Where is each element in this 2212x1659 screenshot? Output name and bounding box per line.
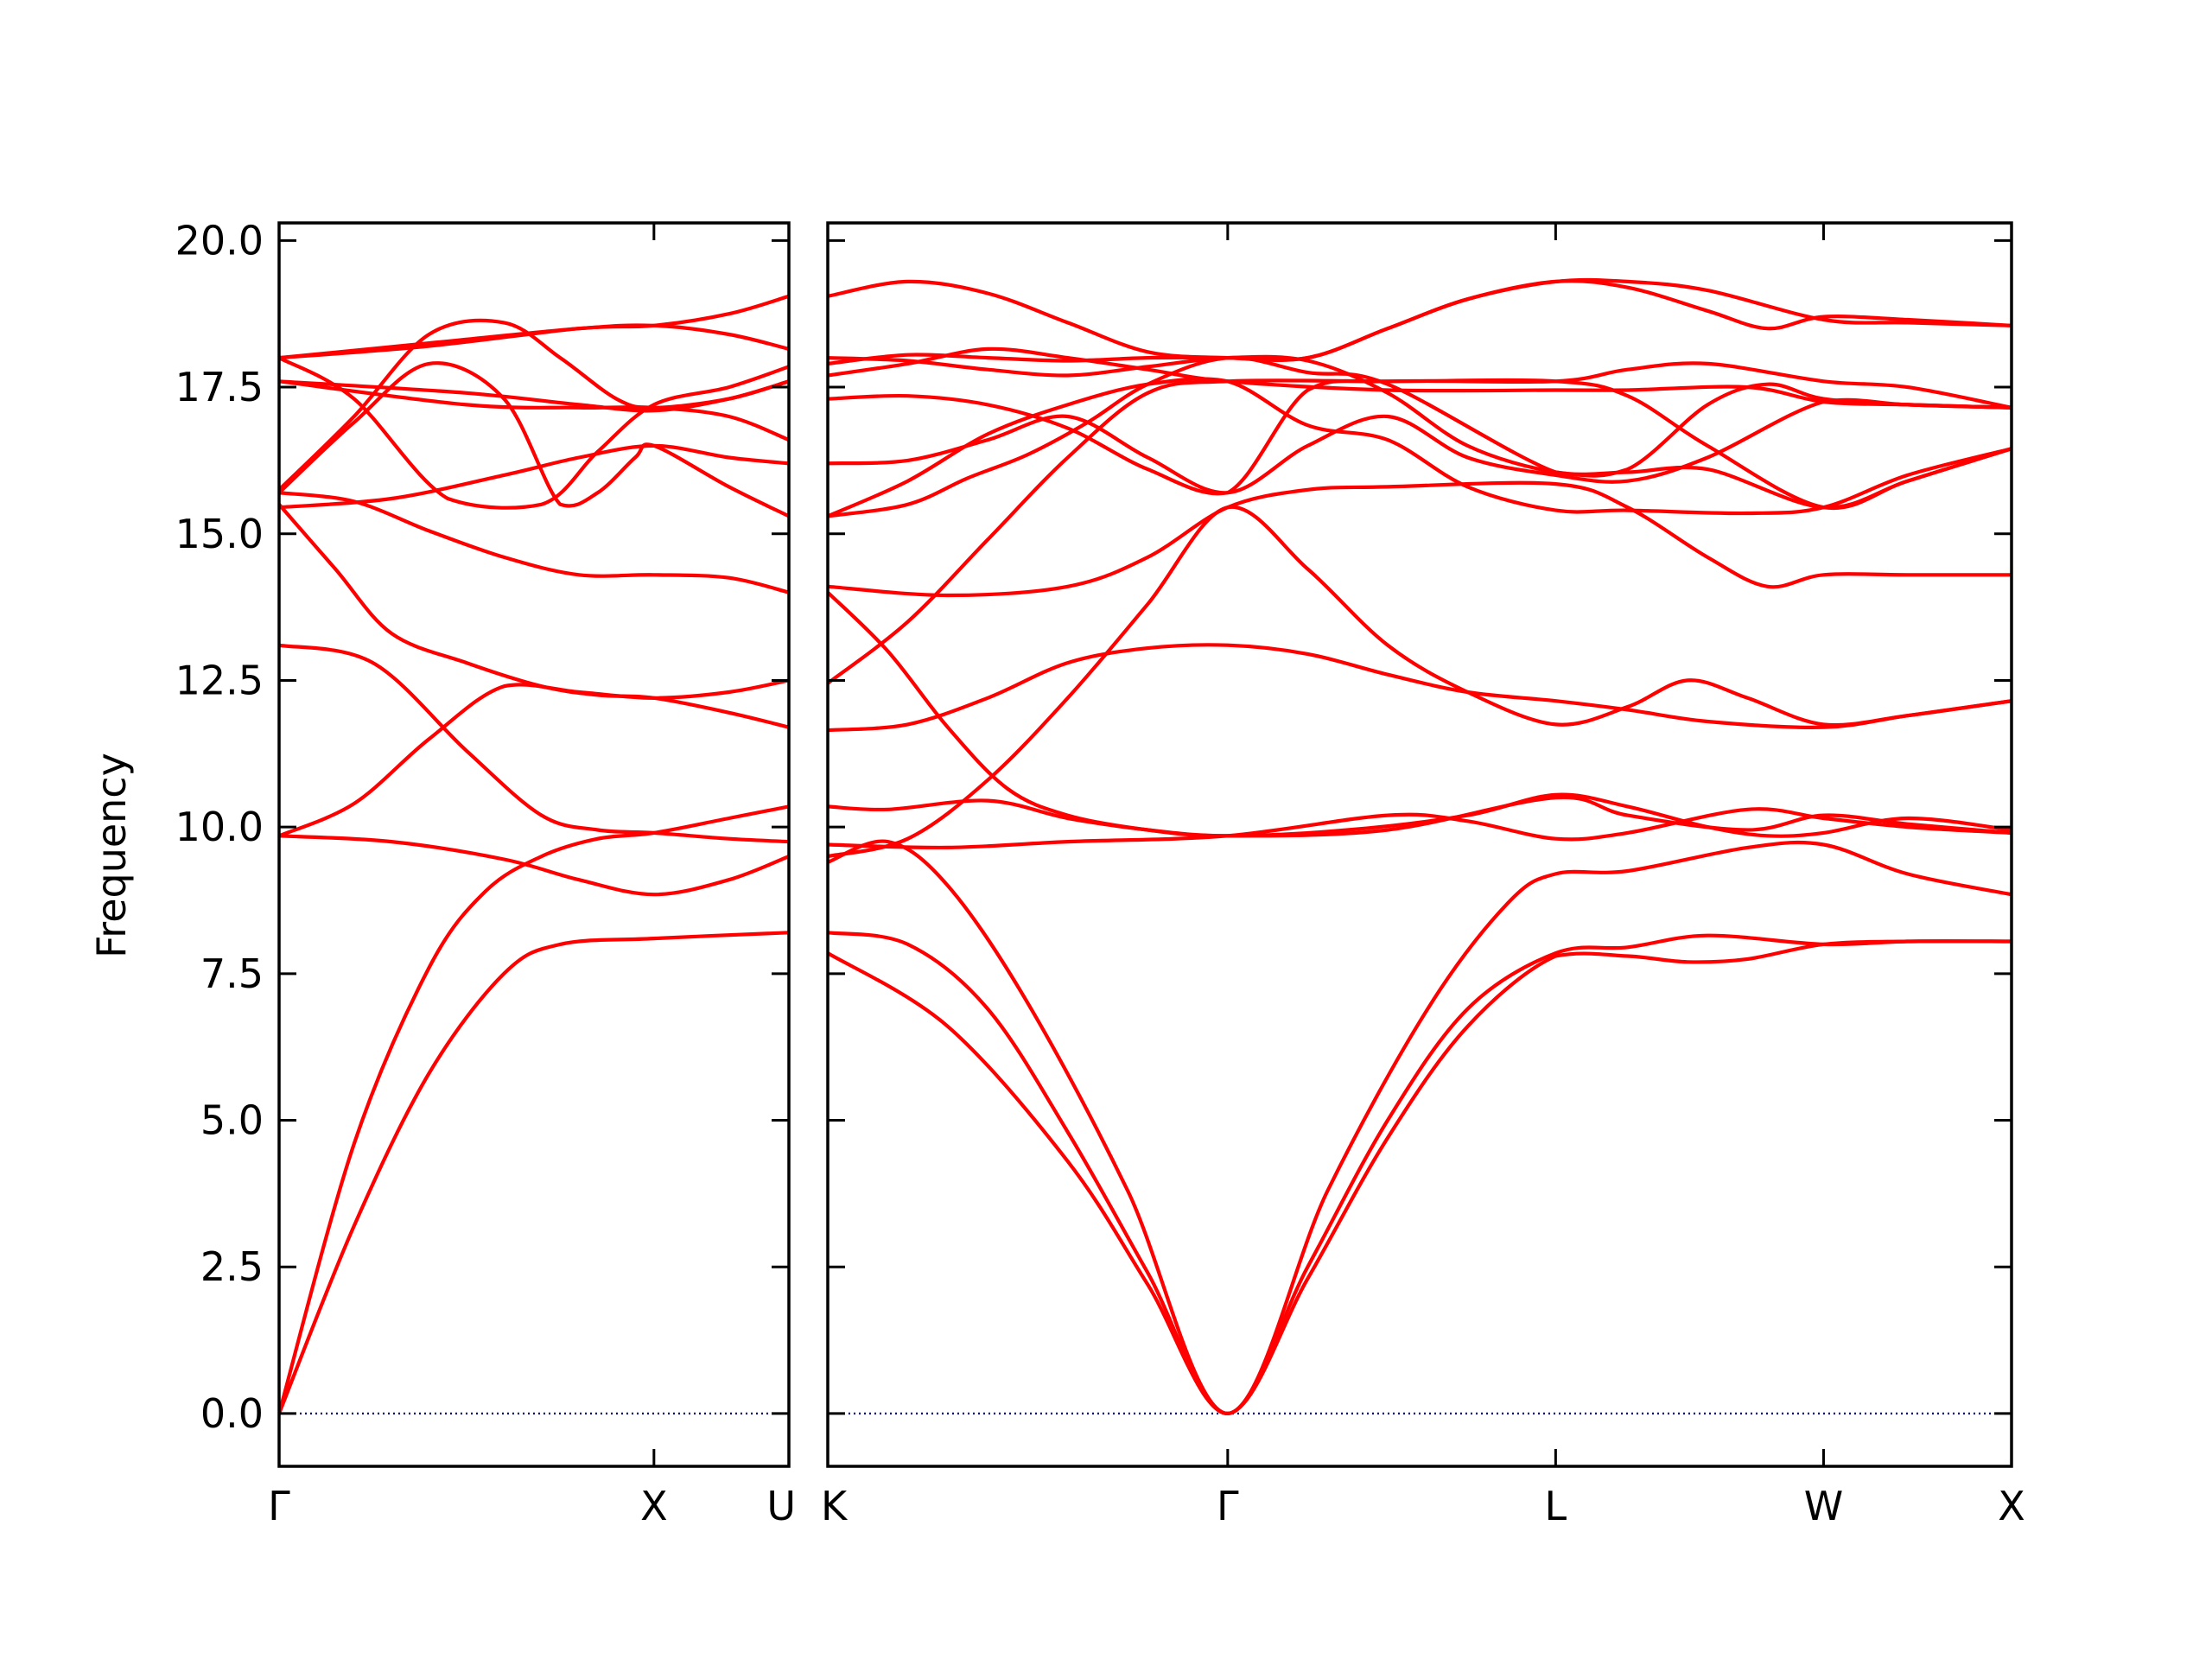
band-line — [279, 361, 789, 518]
band-line — [279, 804, 789, 1415]
y-tick-label: 7.5 — [200, 950, 264, 997]
band-line — [279, 643, 789, 844]
band-line — [828, 839, 2012, 1415]
band-line — [828, 355, 2012, 518]
band-line — [828, 931, 2012, 1416]
band-line — [828, 939, 2012, 1416]
panel-1: 0.0 2.5 5.0 7.5 10.0 12.5 15.0 17.5 20.0 Γ X U — [175, 217, 796, 1529]
y-tick-label: 10.0 — [175, 804, 264, 850]
y-tick-label: 0.0 — [200, 1390, 264, 1437]
y-tick-label: 5.0 — [200, 1097, 264, 1144]
x-tick-label: U — [766, 1483, 796, 1529]
y-tick-label: 15.0 — [175, 511, 264, 557]
band-line — [828, 505, 2012, 859]
y-tick-label: 12.5 — [175, 657, 264, 703]
x-tick-label: Γ — [268, 1483, 290, 1529]
band-line — [828, 277, 2012, 362]
band-line — [828, 807, 2012, 850]
band-line — [828, 346, 2012, 410]
band-line — [828, 480, 2012, 598]
band-line — [828, 354, 2012, 510]
band-line — [828, 590, 2012, 838]
y-tick-label: 2.5 — [200, 1243, 264, 1290]
band-line — [279, 379, 789, 442]
band-line — [279, 443, 789, 510]
band-line — [828, 377, 2012, 518]
bands — [828, 277, 2012, 1416]
band-line — [279, 502, 789, 729]
y-axis-title: Frequency — [88, 753, 135, 958]
y-tick-label: 17.5 — [175, 364, 264, 410]
band-line — [828, 361, 2012, 496]
band-line — [279, 356, 789, 510]
band-line — [828, 643, 2012, 733]
plot-frame — [826, 221, 2013, 1468]
band-line — [279, 931, 789, 1415]
panels-layer: 0.0 2.5 5.0 7.5 10.0 12.5 15.0 17.5 20.0 Γ X U K Γ L W X — [175, 217, 2025, 1529]
x-tick-label: W — [1804, 1483, 1843, 1529]
band-line — [279, 678, 789, 838]
band-line — [279, 294, 789, 360]
bands — [279, 294, 789, 1415]
plot-frame — [277, 221, 791, 1468]
x-tick-label: X — [640, 1483, 668, 1529]
x-tick-label: L — [1545, 1483, 1567, 1529]
y-tick-label: 20.0 — [175, 217, 264, 264]
band-line — [279, 491, 789, 594]
x-tick-label: K — [821, 1483, 849, 1529]
band-line — [279, 834, 789, 897]
x-tick-label: Γ — [1217, 1483, 1239, 1529]
x-tick-label: X — [1998, 1483, 2025, 1529]
band-line — [828, 397, 2012, 495]
band-line — [279, 318, 789, 492]
